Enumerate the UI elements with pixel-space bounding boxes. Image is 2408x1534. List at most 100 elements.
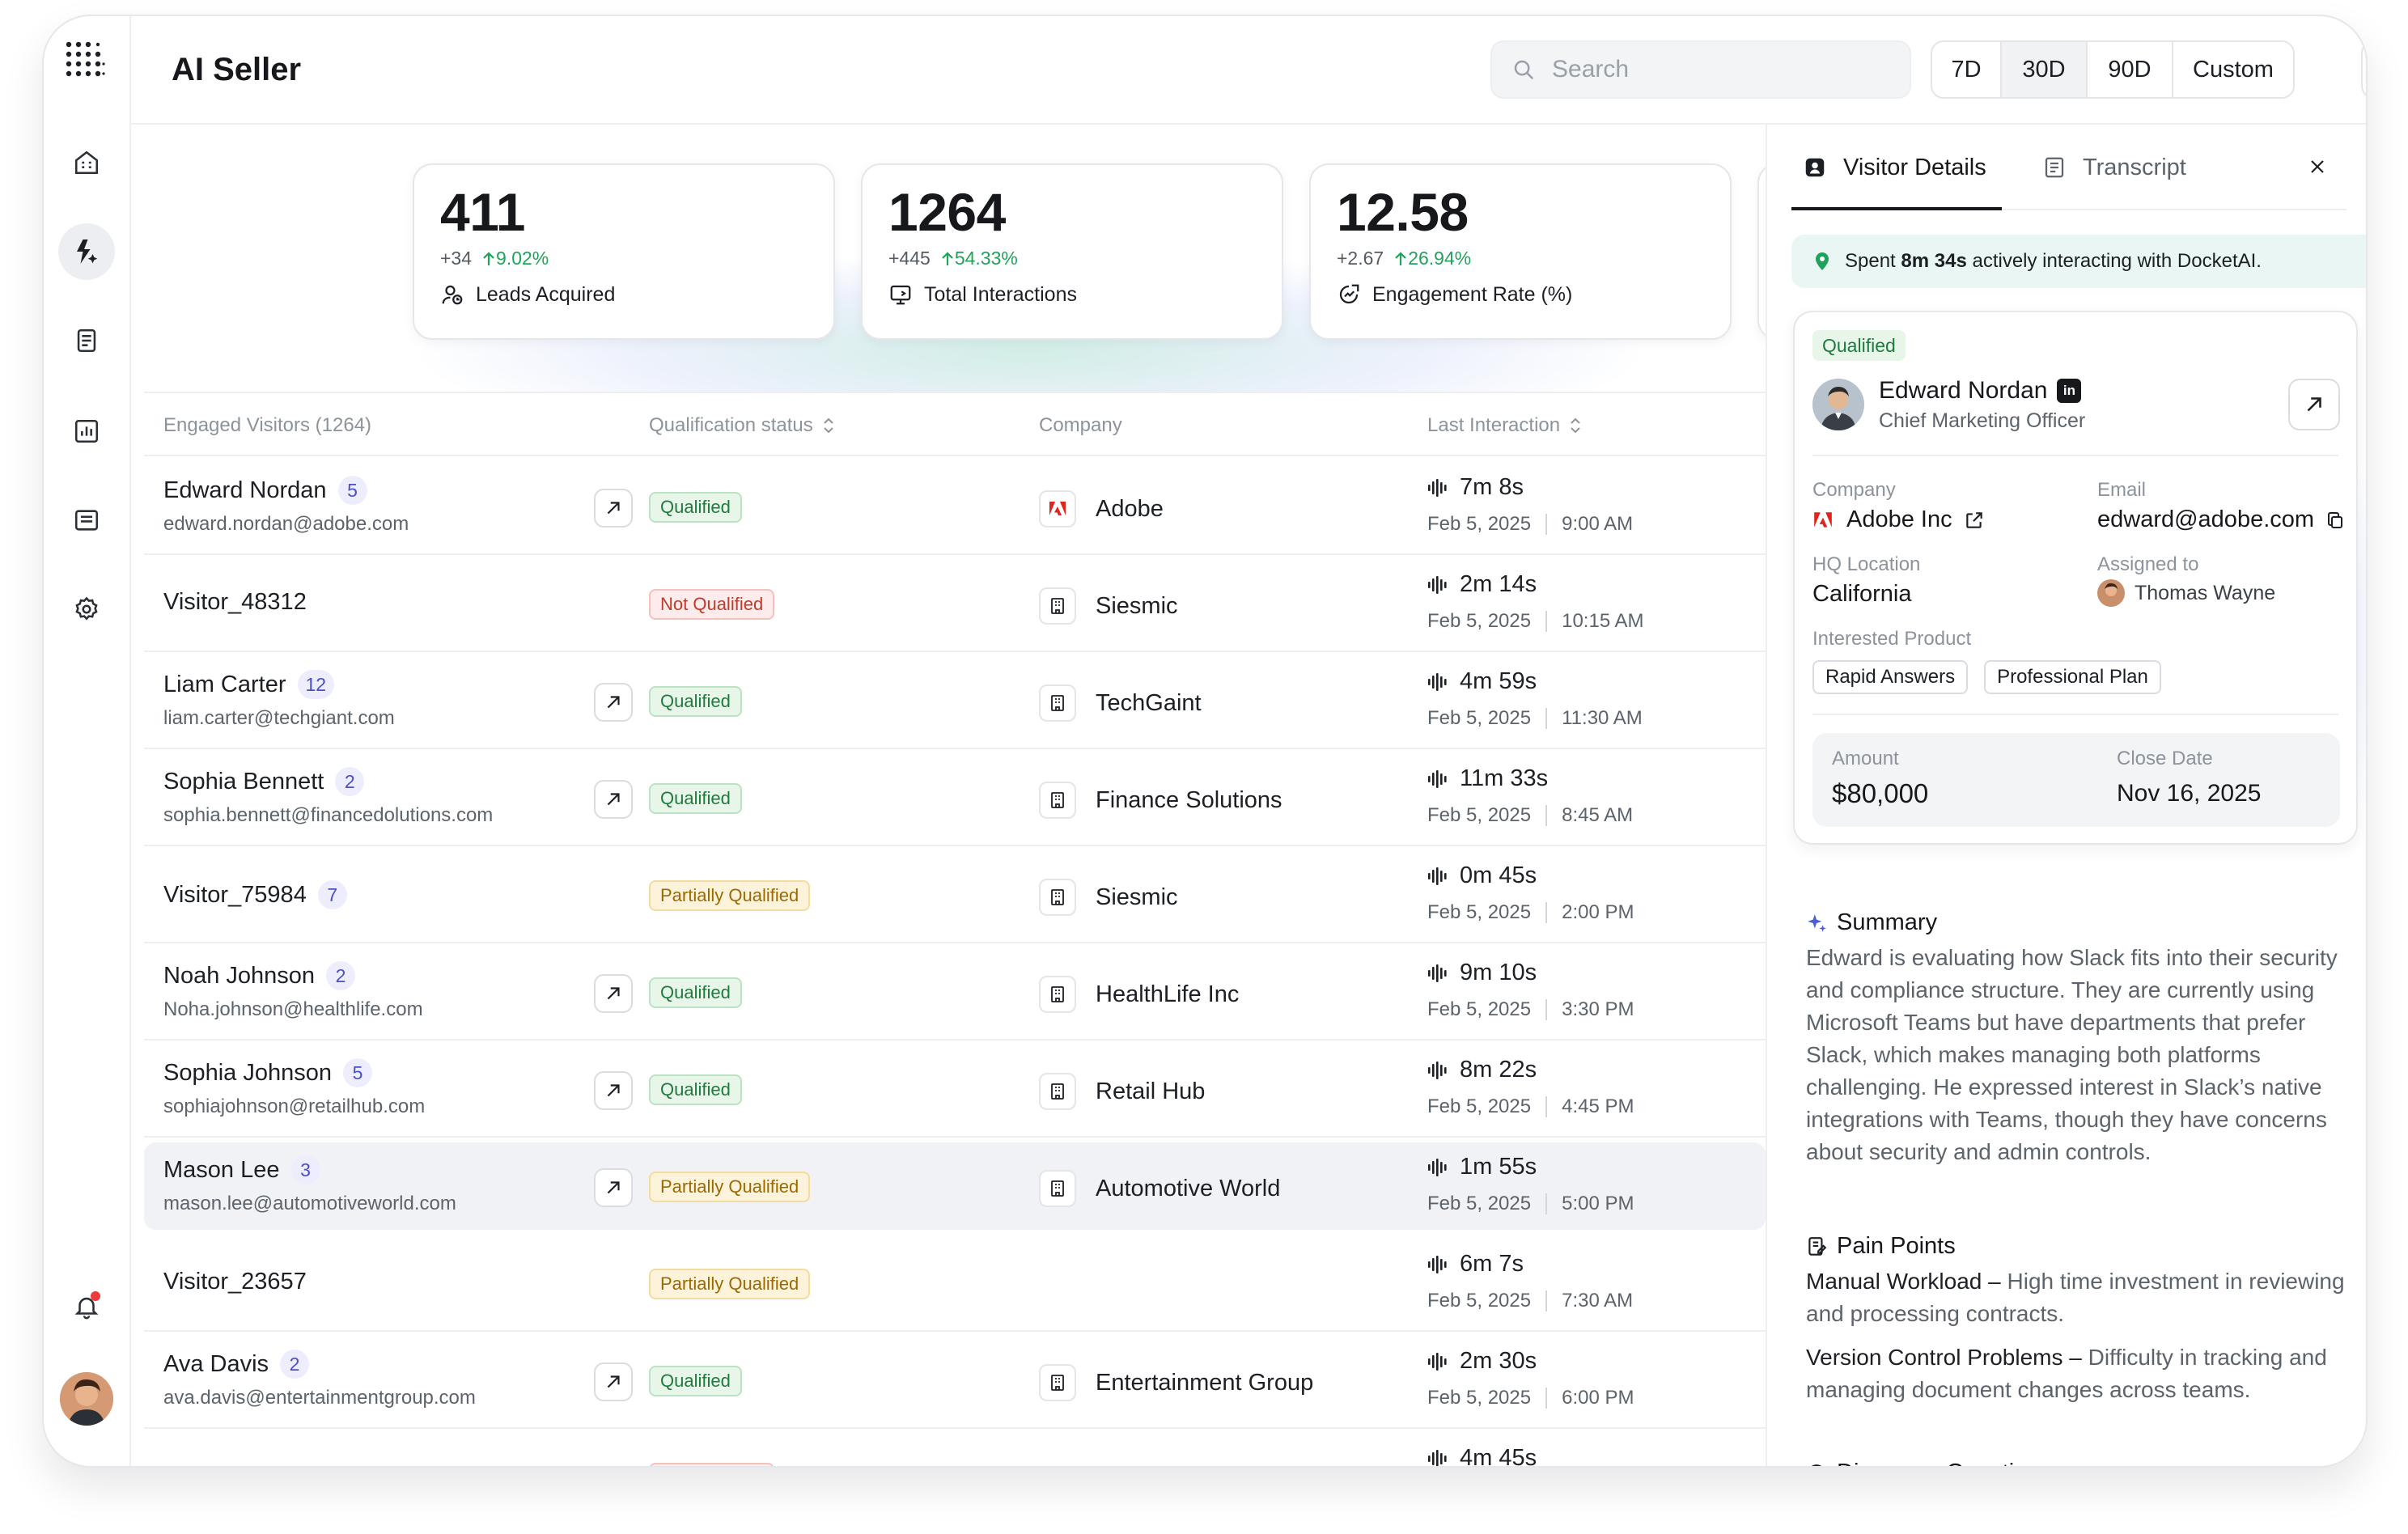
visit-count-badge: 2 <box>326 961 356 990</box>
divider <box>1545 1193 1548 1214</box>
range-30d-button[interactable]: 30D <box>2002 42 2088 97</box>
table-row[interactable]: Visitor_75984 7 Partially Qualified Siesmic… <box>144 846 1766 943</box>
stats-area: 411 +34 9.02% Leads Acquired 1264 +445 5… <box>131 125 1766 392</box>
filter-button[interactable] <box>2361 40 2366 99</box>
visitor-name: Visitor_23657 <box>163 1269 307 1295</box>
divider <box>1812 714 2338 715</box>
table-row[interactable]: Liam Carter 12 liam.carter@techgiant.com Qu… <box>144 652 1766 749</box>
company-cell: Entertainment Group <box>1039 1364 1313 1401</box>
qualification-badge: Qualified <box>649 492 742 523</box>
table-row[interactable]: Visitor_48312 Not Qualified Siesmic 2m 14s F… <box>144 555 1766 652</box>
interaction-datetime: Feb 5, 2025 6:00 PM <box>1427 1387 1634 1409</box>
visitor-name: Sophia Bennett 2 <box>163 767 365 796</box>
range-custom-button[interactable]: Custom <box>2173 42 2293 97</box>
nav-ai-seller-icon[interactable] <box>58 223 115 280</box>
open-visitor-button[interactable] <box>594 1071 633 1110</box>
company-cell: HealthLife Inc <box>1039 976 1239 1013</box>
table-row[interactable]: Visitor_89420 Not Qualified 4m 45s <box>144 1429 1766 1466</box>
divider <box>1812 455 2338 456</box>
open-visitor-button[interactable] <box>594 974 633 1013</box>
col-last-interaction[interactable]: Last Interaction <box>1427 414 1583 437</box>
logo-icon[interactable] <box>65 40 107 83</box>
status-badge: Qualified <box>1812 330 1906 361</box>
pain-point-2: Version Control Problems – Difficulty in… <box>1806 1345 2327 1402</box>
col-status[interactable]: Qualification status <box>649 414 836 437</box>
arrow-up-right-icon <box>607 987 620 1000</box>
arrow-up-right-icon <box>607 696 620 709</box>
stat-card-partial <box>1757 163 1766 340</box>
open-visitor-button[interactable] <box>594 1362 633 1401</box>
building-icon <box>1039 976 1076 1013</box>
user-avatar[interactable] <box>60 1372 113 1426</box>
tab-transcript[interactable]: Transcript <box>2042 147 2186 188</box>
audio-wave-icon <box>1428 867 1447 885</box>
visitor-detail-card: Qualified Edward Nordan in Chief Marketi… <box>1793 311 2358 845</box>
table-row[interactable]: Mason Lee 3 mason.lee@automotiveworld.com P… <box>144 1142 1766 1230</box>
visitor-name: Visitor_48312 <box>163 589 307 615</box>
visitor-email: Noha.johnson@healthlife.com <box>163 998 423 1020</box>
company-cell: Adobe <box>1039 490 1164 528</box>
audio-wave-icon <box>1428 1158 1447 1176</box>
top-bar: AI Seller 7D 30D 90D Custom <box>131 16 2366 125</box>
col-company[interactable]: Company <box>1039 414 1122 436</box>
table-row[interactable]: Visitor_23657 Partially Qualified 6m 7s Feb… <box>144 1235 1766 1332</box>
building-icon <box>1039 587 1076 625</box>
interaction-duration: 11m 33s <box>1427 765 1548 792</box>
person-role: Chief Marketing Officer <box>1879 409 2086 432</box>
hq-value: California <box>1812 581 1912 607</box>
nav-documents-icon[interactable] <box>58 312 115 369</box>
nav-home-icon[interactable] <box>58 134 115 191</box>
col-visitors[interactable]: Engaged Visitors (1264) <box>163 414 372 436</box>
search-input[interactable] <box>1550 55 1890 84</box>
open-profile-button[interactable] <box>2288 379 2340 430</box>
deal-summary-box: Amount $80,000 Close Date Nov 16, 2025 <box>1812 733 2340 827</box>
qualification-badge: Qualified <box>649 686 742 717</box>
arrow-up-right-icon <box>2307 397 2321 412</box>
adobe-logo-icon <box>1814 511 1832 528</box>
panel-tabs: Visitor Details Transcript <box>1791 125 2347 210</box>
table-row[interactable]: Noah Johnson 2 Noha.johnson@healthlife.com… <box>144 943 1766 1040</box>
audio-wave-icon <box>1428 1449 1447 1466</box>
assigned-value: Thomas Wayne <box>2097 579 2275 607</box>
range-7d-button[interactable]: 7D <box>1932 42 2002 97</box>
notifications-bell-icon[interactable] <box>58 1278 115 1335</box>
email-value: edward@adobe.com <box>2097 506 2345 533</box>
table-row[interactable]: Sophia Johnson 5 sophiajohnson@retailhub.c… <box>144 1040 1766 1138</box>
app-window: AI Seller 7D 30D 90D Custom 411 +34 9.02… <box>42 15 2368 1468</box>
nav-analytics-icon[interactable] <box>58 403 115 460</box>
open-visitor-button[interactable] <box>594 489 633 528</box>
table-row[interactable]: Edward Nordan 5 edward.nordan@adobe.com Qua… <box>144 458 1766 555</box>
open-visitor-button[interactable] <box>594 780 633 819</box>
divider <box>1545 1096 1548 1117</box>
assigned-label: Assigned to <box>2097 553 2199 575</box>
visitor-email: sophia.bennett@financedolutions.com <box>163 804 494 826</box>
stat-label: Engagement Rate (%) <box>1372 282 1573 306</box>
table-row[interactable]: Sophia Bennett 2 sophia.bennett@financedol… <box>144 749 1766 846</box>
nav-inbox-icon[interactable] <box>58 492 115 549</box>
company-cell: Siesmic <box>1039 879 1178 916</box>
email-label: Email <box>2097 479 2147 501</box>
range-90d-button[interactable]: 90D <box>2088 42 2173 97</box>
divider <box>1545 611 1548 632</box>
divider <box>1545 902 1548 923</box>
stat-delta: +2.67 <box>1337 248 1384 269</box>
linkedin-icon[interactable]: in <box>2057 379 2082 403</box>
building-icon <box>1039 1170 1076 1207</box>
company-cell: TechGaint <box>1039 684 1202 722</box>
interaction-datetime: Feb 5, 2025 8:45 AM <box>1427 804 1634 826</box>
search-box[interactable] <box>1490 40 1911 99</box>
qualification-badge: Qualified <box>649 1366 742 1396</box>
visitor-name: Noah Johnson 2 <box>163 961 356 990</box>
open-visitor-button[interactable] <box>594 683 633 722</box>
open-visitor-button[interactable] <box>594 1168 633 1207</box>
date-range-selector: 7D 30D 90D Custom <box>1931 40 2295 99</box>
tab-visitor-details[interactable]: Visitor Details <box>1803 147 1986 188</box>
copy-icon[interactable] <box>2325 511 2345 530</box>
close-panel-button[interactable] <box>2300 149 2335 184</box>
visit-count-badge: 2 <box>335 767 365 796</box>
audio-wave-icon <box>1428 672 1447 691</box>
external-link-icon[interactable] <box>1964 510 1985 531</box>
table-row[interactable]: Ava Davis 2 ava.davis@entertainmentgroup.c… <box>144 1332 1766 1429</box>
nav-settings-icon[interactable] <box>58 581 115 638</box>
arrow-up-right-icon <box>607 502 620 515</box>
